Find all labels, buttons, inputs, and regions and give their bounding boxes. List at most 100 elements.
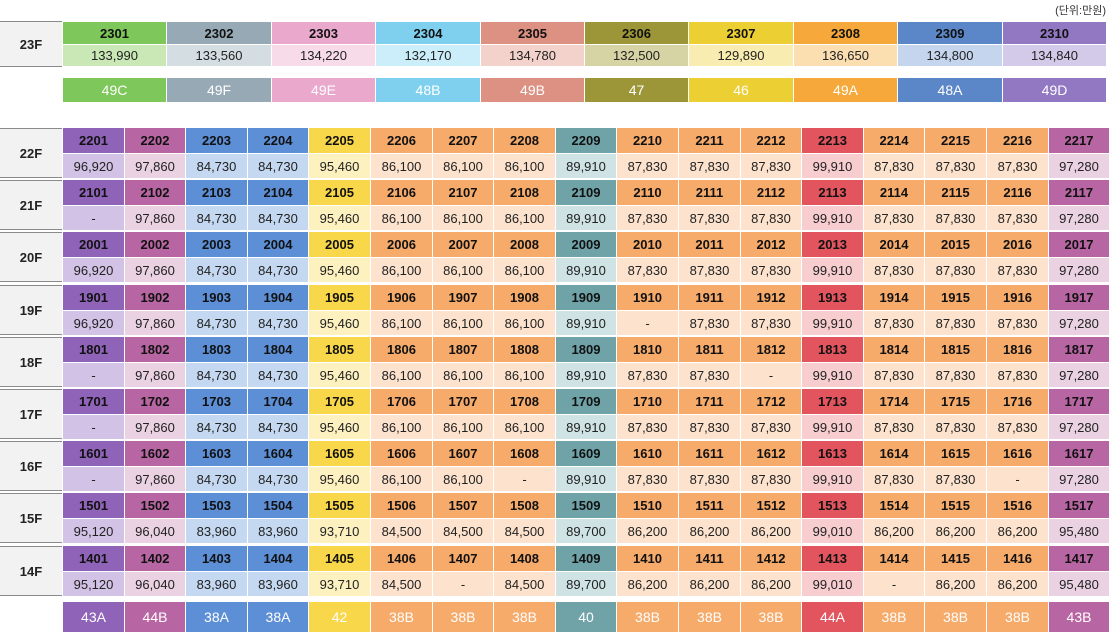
unit-number-cell: 1715: [925, 389, 986, 414]
unit-price-cell: 84,500: [371, 572, 432, 596]
unit-number-cell: 1801: [63, 337, 124, 362]
unit-price-cell: 87,830: [987, 206, 1048, 230]
unit-number-cell: 1517: [1049, 493, 1109, 518]
unit-price-cell: 84,730: [248, 311, 308, 335]
unit-price-cell: 86,100: [494, 206, 555, 230]
unit-type-label: 38B: [617, 602, 678, 632]
unit-price-cell: 96,920: [63, 258, 124, 282]
unit-type-label: 42: [309, 602, 370, 632]
unit-number-cell: 1401: [63, 546, 124, 571]
unit-type-label: 38B: [925, 602, 986, 632]
unit-price-cell: 84,730: [248, 415, 308, 439]
unit-price-cell: 95,460: [309, 467, 370, 491]
unit-number-cell: 2113: [802, 180, 863, 205]
unit-number-cell: 2202: [125, 128, 185, 153]
unit-price-cell: 86,200: [864, 519, 924, 543]
unit-number-cell: 2001: [63, 232, 124, 257]
unit-number-cell: 1501: [63, 493, 124, 518]
unit-price-cell: 83,960: [248, 519, 308, 543]
unit-price-cell: 84,730: [248, 154, 308, 178]
unit-price-cell: 87,830: [617, 206, 678, 230]
unit-number-cell: 1805: [309, 337, 370, 362]
unit-number-cell: 1705: [309, 389, 370, 414]
unit-price-cell: 86,100: [433, 258, 493, 282]
unit-type-label: 43B: [1049, 602, 1109, 632]
unit-price-cell: 89,910: [556, 206, 616, 230]
unit-price-cell: 86,100: [371, 206, 432, 230]
unit-number-cell: 1612: [741, 441, 801, 466]
unit-price-cell: -: [987, 467, 1048, 491]
unit-price-cell: 86,200: [617, 519, 678, 543]
unit-price-cell: 99,910: [802, 467, 863, 491]
unit-number-cell: 2307: [689, 22, 793, 44]
unit-number-cell: 2117: [1049, 180, 1109, 205]
unit-number-cell: 2210: [617, 128, 678, 153]
unit-price-cell: 97,280: [1049, 206, 1109, 230]
unit-price-cell: 87,830: [679, 206, 740, 230]
unit-number-cell: 1414: [864, 546, 924, 571]
unit-number-cell: 2004: [248, 232, 308, 257]
unit-price-cell: 86,200: [617, 572, 678, 596]
unit-price-cell: -: [63, 415, 124, 439]
unit-number-cell: 2105: [309, 180, 370, 205]
unit-price-cell: 99,910: [802, 258, 863, 282]
unit-type-label: 38B: [679, 602, 740, 632]
unit-number-cell: 2111: [679, 180, 740, 205]
unit-price-cell: 86,100: [371, 258, 432, 282]
unit-price-cell: 87,830: [864, 311, 924, 335]
unit-type-label: 38B: [371, 602, 432, 632]
unit-number-cell: 2109: [556, 180, 616, 205]
unit-price-cell: 87,830: [617, 363, 678, 387]
unit-price-cell: 87,830: [925, 154, 986, 178]
unit-number-cell: 2007: [433, 232, 493, 257]
unit-type-label: 38B: [433, 602, 493, 632]
unit-number-cell: 1807: [433, 337, 493, 362]
unit-price-cell: 87,830: [741, 467, 801, 491]
unit-number-cell: 1513: [802, 493, 863, 518]
unit-price-cell: 87,830: [679, 415, 740, 439]
unit-number-cell: 2013: [802, 232, 863, 257]
unit-number-cell: 1407: [433, 546, 493, 571]
unit-number-cell: 2302: [167, 22, 271, 44]
unit-number-cell: 2101: [63, 180, 124, 205]
unit-type-label: 38B: [864, 602, 924, 632]
unit-number-cell: 2006: [371, 232, 432, 257]
unit-price-cell: 96,920: [63, 154, 124, 178]
unit-number-cell: 1611: [679, 441, 740, 466]
unit-price-cell: 97,860: [125, 206, 185, 230]
unit-price-cell: -: [63, 467, 124, 491]
unit-price-cell: 89,910: [556, 467, 616, 491]
unit-number-cell: 1511: [679, 493, 740, 518]
unit-price-cell: 87,830: [617, 467, 678, 491]
unit-number-cell: 2208: [494, 128, 555, 153]
unit-price-cell: 96,040: [125, 572, 185, 596]
unit-type-label: 49E: [272, 78, 375, 102]
unit-price-cell: 84,730: [186, 363, 247, 387]
unit-price-cell: 95,120: [63, 519, 124, 543]
unit-price-cell: 89,910: [556, 311, 616, 335]
unit-price-cell: 95,460: [309, 415, 370, 439]
unit-number-cell: 1609: [556, 441, 616, 466]
unit-price-cell: 86,100: [433, 415, 493, 439]
unit-price-cell: 86,100: [371, 154, 432, 178]
unit-number-cell: 2107: [433, 180, 493, 205]
unit-price-cell: 86,100: [433, 363, 493, 387]
unit-price-cell: 97,860: [125, 467, 185, 491]
unit-number-cell: 1903: [186, 285, 247, 310]
unit-type-label: 48B: [376, 78, 480, 102]
unit-price-cell: 87,830: [864, 206, 924, 230]
unit-type-label: 49F: [167, 78, 271, 102]
unit-price-cell: 97,280: [1049, 467, 1109, 491]
unit-price-cell: 95,460: [309, 206, 370, 230]
unit-price-cell: 87,830: [741, 415, 801, 439]
unit-number-cell: 1615: [925, 441, 986, 466]
unit-price-cell: 84,500: [371, 519, 432, 543]
unit-number-cell: 2204: [248, 128, 308, 153]
unit-price-cell: 84,730: [186, 154, 247, 178]
unit-number-cell: 2209: [556, 128, 616, 153]
unit-price-cell: 84,500: [433, 519, 493, 543]
unit-number-cell: 2114: [864, 180, 924, 205]
floor-label: 21F: [0, 180, 62, 230]
unit-price-cell: 87,830: [679, 311, 740, 335]
unit-number-cell: 2012: [741, 232, 801, 257]
